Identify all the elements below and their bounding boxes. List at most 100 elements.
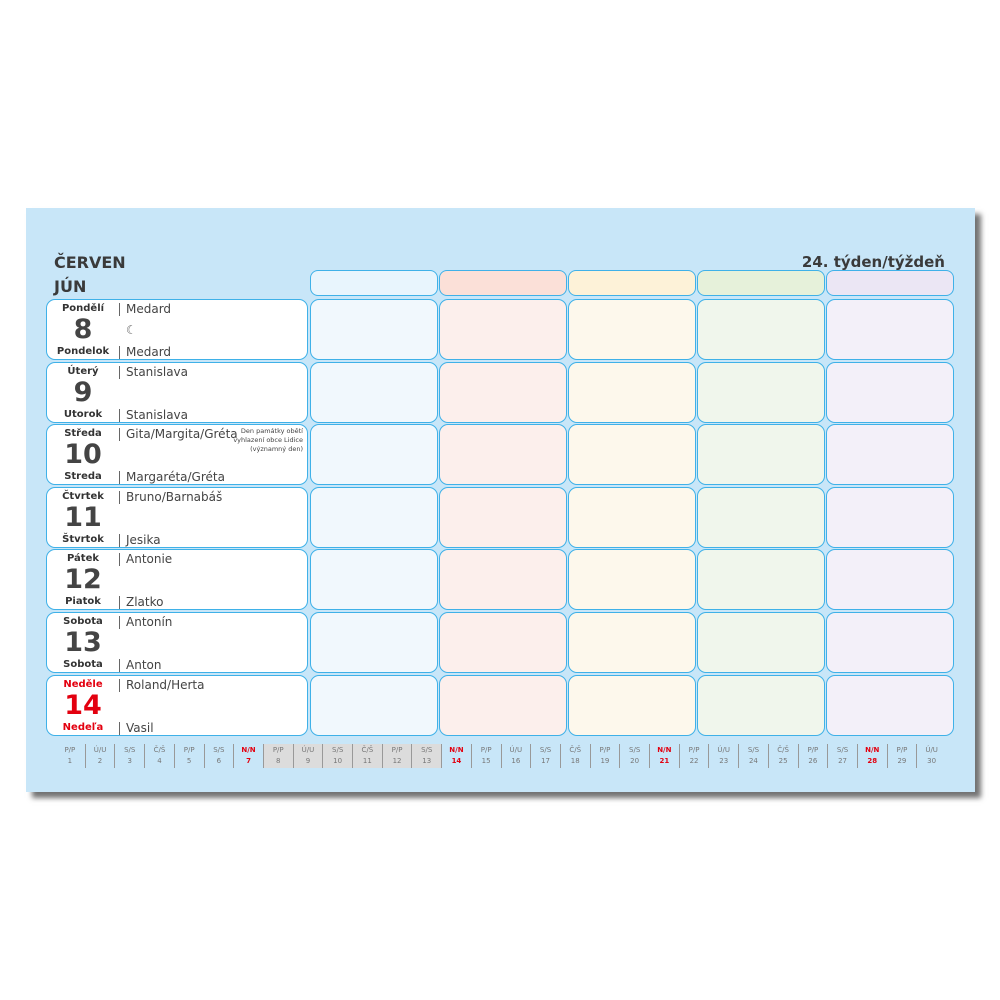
strip-date: 19 bbox=[600, 757, 610, 765]
month-strip: P/P 1 Ú/U 2 S/S 3 Č/Š 4 P/P 5 S/S 6 N/N 7 P/P 8 Ú/U 9 S/S 1… bbox=[55, 744, 946, 768]
nameday-sk: Zlatko bbox=[119, 596, 163, 610]
strip-weekday: P/P bbox=[896, 746, 908, 754]
strip-weekday: S/S bbox=[124, 746, 136, 754]
strip-day: Č/Š 18 bbox=[559, 744, 590, 768]
column-header[interactable] bbox=[568, 270, 696, 296]
note-cell[interactable] bbox=[697, 486, 825, 548]
note-cell[interactable] bbox=[310, 486, 438, 548]
note-cell[interactable] bbox=[310, 424, 438, 486]
strip-day: P/P 1 bbox=[55, 744, 85, 768]
weekday-sk: Štvrtok bbox=[62, 533, 104, 545]
strip-weekday: Ú/U bbox=[509, 746, 523, 754]
strip-weekday: Ú/U bbox=[925, 746, 938, 754]
nameday-sk: Vasil bbox=[119, 721, 154, 735]
note-cell[interactable] bbox=[310, 361, 438, 423]
note-cell[interactable] bbox=[310, 612, 438, 673]
note-cell[interactable] bbox=[826, 612, 954, 673]
strip-day: Ú/U 9 bbox=[292, 744, 323, 768]
strip-date: 5 bbox=[186, 757, 192, 765]
day-row: Pátek 12 Piatok Antonie Zlatko bbox=[46, 549, 308, 611]
strip-day: Ú/U 30 bbox=[916, 744, 946, 768]
weekday-cz: Pondělí bbox=[61, 303, 105, 314]
note-cell[interactable] bbox=[439, 549, 567, 611]
note-cell[interactable] bbox=[568, 424, 696, 486]
note-cell[interactable] bbox=[826, 549, 954, 611]
weekday-sk: Utorok bbox=[63, 408, 103, 420]
month-cz: ČERVEN bbox=[54, 253, 126, 272]
strip-date: 29 bbox=[897, 757, 907, 765]
note-cell[interactable] bbox=[568, 549, 696, 611]
strip-date: 8 bbox=[276, 757, 281, 765]
note-cell[interactable] bbox=[310, 549, 438, 611]
note-cell[interactable] bbox=[439, 361, 567, 423]
note-cell[interactable] bbox=[697, 361, 825, 423]
strip-weekday: S/S bbox=[421, 746, 433, 754]
note-cell[interactable] bbox=[568, 361, 696, 423]
note-cell[interactable] bbox=[439, 612, 567, 673]
note-cell[interactable] bbox=[697, 299, 825, 360]
strip-date: 12 bbox=[392, 757, 402, 765]
day-number: 12 bbox=[64, 564, 102, 596]
strip-weekday: P/P bbox=[183, 746, 195, 754]
strip-date: 2 bbox=[97, 757, 103, 765]
note-cell[interactable] bbox=[439, 424, 567, 486]
note-cell[interactable] bbox=[439, 674, 567, 736]
note-cell[interactable] bbox=[826, 299, 954, 360]
note-cell[interactable] bbox=[826, 674, 954, 736]
note-cell[interactable] bbox=[697, 674, 825, 736]
strip-weekday: S/S bbox=[539, 746, 552, 754]
strip-date: 13 bbox=[422, 757, 432, 765]
note-cell[interactable] bbox=[697, 424, 825, 486]
strip-day: S/S 6 bbox=[203, 744, 234, 768]
strip-day: P/P 12 bbox=[381, 744, 412, 768]
weekday-cz: Pátek bbox=[66, 553, 100, 565]
strip-date: 25 bbox=[778, 757, 788, 765]
strip-day: P/P 22 bbox=[678, 744, 709, 768]
column-header[interactable] bbox=[439, 270, 567, 296]
strip-day: P/P 15 bbox=[470, 744, 501, 768]
column-header[interactable] bbox=[697, 270, 825, 296]
weekday-cz: Neděle bbox=[63, 678, 103, 690]
note-cell[interactable] bbox=[826, 486, 954, 548]
note-cell[interactable] bbox=[310, 299, 438, 360]
strip-weekday: S/S bbox=[747, 746, 760, 754]
strip-day: S/S 13 bbox=[411, 744, 442, 768]
note-cell[interactable] bbox=[439, 486, 567, 548]
calendar-page: ČERVEN JÚN 24. týden/týždeň Pondělí 8 Po… bbox=[26, 208, 975, 792]
week-number: 24. týden/týždeň bbox=[801, 253, 945, 271]
strip-weekday: Č/Š bbox=[361, 746, 374, 754]
note-cell[interactable] bbox=[568, 299, 696, 360]
weekday-sk: Piatok bbox=[65, 596, 101, 608]
strip-day: Ú/U 23 bbox=[708, 744, 738, 768]
nameday-cz: Bruno/Barnabáš bbox=[119, 490, 222, 504]
strip-weekday: P/P bbox=[599, 746, 611, 754]
strip-date: 3 bbox=[127, 757, 132, 765]
strip-date: 9 bbox=[305, 757, 311, 765]
weekday-cz: Čtvrtek bbox=[62, 490, 104, 502]
note-cell[interactable] bbox=[697, 612, 825, 673]
note-cell[interactable] bbox=[568, 486, 696, 548]
strip-date: 15 bbox=[481, 757, 491, 765]
weekday-sk: Pondelok bbox=[56, 346, 110, 357]
strip-date: 28 bbox=[867, 757, 878, 765]
day-number: 8 bbox=[73, 314, 93, 345]
note-cell[interactable] bbox=[310, 674, 438, 736]
strip-date: 18 bbox=[570, 757, 580, 765]
note-cell[interactable] bbox=[826, 424, 954, 486]
note-cell[interactable] bbox=[439, 299, 567, 360]
strip-weekday: P/P bbox=[807, 746, 819, 754]
note-cell[interactable] bbox=[568, 674, 696, 736]
strip-date: 6 bbox=[216, 757, 222, 765]
column-header[interactable] bbox=[310, 270, 438, 296]
moon-phase-icon: ☾ bbox=[126, 323, 137, 337]
column-header[interactable] bbox=[826, 270, 954, 296]
strip-date: 7 bbox=[246, 757, 251, 765]
note-cell[interactable] bbox=[826, 361, 954, 423]
strip-weekday: S/S bbox=[629, 746, 641, 754]
strip-date: 14 bbox=[451, 757, 462, 765]
note-cell[interactable] bbox=[568, 612, 696, 673]
note-cell[interactable] bbox=[697, 549, 825, 611]
strip-weekday: Ú/U bbox=[93, 746, 107, 754]
nameday-cz: Antonín bbox=[119, 616, 172, 629]
strip-weekday: Ú/U bbox=[717, 746, 731, 754]
